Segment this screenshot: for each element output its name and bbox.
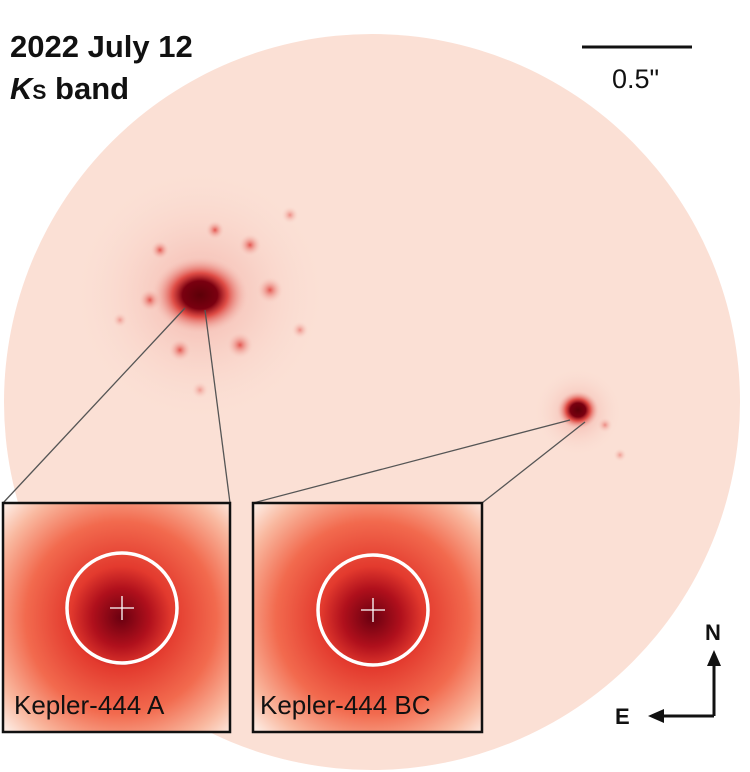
compass-east: E <box>615 704 630 729</box>
observation-date: 2022 July 12 <box>10 29 193 64</box>
star-bc <box>556 390 600 430</box>
inset-bc <box>251 501 484 734</box>
band-symbol: K <box>10 71 33 106</box>
compass-north: N <box>705 620 721 645</box>
band-label: KS band <box>10 70 129 112</box>
crosshair-icon <box>361 598 385 622</box>
zoom-lines <box>2 307 586 504</box>
inset-a <box>1 501 232 734</box>
aperture-circle <box>65 551 179 665</box>
star-a <box>150 255 250 335</box>
scale-bar-label: 0.5" <box>612 64 660 94</box>
band-subscript: S <box>32 81 47 104</box>
band-word: band <box>55 71 130 106</box>
inset-a-label: Kepler-444 A <box>14 690 165 720</box>
aperture-circle <box>316 553 430 667</box>
inset-bc-label: Kepler-444 BC <box>260 690 431 720</box>
compass-arrows <box>648 650 721 723</box>
crosshair-icon <box>110 596 134 620</box>
